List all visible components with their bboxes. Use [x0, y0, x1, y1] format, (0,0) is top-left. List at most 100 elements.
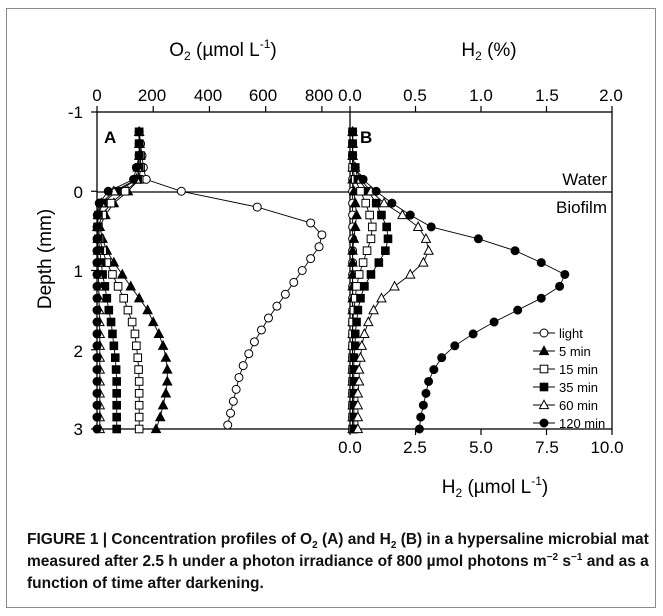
h2-umol-tick-label: 5.0 [469, 438, 493, 457]
data-point-35min [366, 270, 376, 279]
data-point-60min [359, 328, 370, 338]
data-point-120min [473, 234, 483, 244]
data-point-120min [134, 139, 144, 149]
legend-marker [539, 418, 549, 428]
data-point-15min [133, 353, 143, 362]
data-point-15min [354, 270, 364, 279]
h2-percent-axis-title: H2 (%) [461, 40, 516, 63]
data-point-light [306, 218, 316, 228]
h2-umol-tick-label: 2.5 [403, 438, 427, 457]
data-point-5min [347, 256, 358, 267]
data-point-15min [123, 305, 133, 315]
h2-umol-tick-label: 0.0 [338, 438, 362, 457]
series-b-35min [348, 127, 393, 434]
data-point-35min [360, 282, 369, 291]
data-point-5min [161, 363, 173, 374]
data-point-120min [92, 210, 102, 220]
data-point-15min [365, 210, 374, 220]
data-point-15min [134, 424, 144, 434]
data-point-120min [348, 127, 358, 137]
data-point-15min [120, 186, 130, 196]
data-point-15min [130, 329, 140, 339]
data-point-60min [423, 244, 434, 255]
data-point-15min [132, 341, 141, 351]
data-point-light [234, 372, 244, 382]
legend-item-120min: 120 min [533, 416, 605, 431]
o2-axis-title: O2 (µmol L-1) [169, 37, 276, 63]
data-point-5min [161, 375, 173, 386]
series-layer [91, 125, 570, 434]
data-point-60min [412, 221, 424, 232]
data-point-120min [513, 305, 523, 315]
legend-marker [539, 328, 549, 338]
data-point-120min [92, 246, 102, 256]
o2-tick-label: 0 [92, 86, 101, 105]
data-point-15min [134, 412, 144, 422]
data-point-15min [361, 198, 371, 208]
data-point-5min [160, 351, 172, 362]
data-point-5min [154, 411, 166, 422]
data-point-light [280, 289, 290, 299]
caption-subscript: 2 [390, 540, 397, 552]
data-point-35min [112, 400, 121, 410]
panel-label-b: B [360, 128, 372, 147]
data-point-60min [418, 256, 429, 267]
h2-percent-tick-label: 0.5 [403, 86, 427, 105]
data-point-light [297, 266, 307, 275]
legend-marker [538, 399, 550, 410]
data-point-120min [92, 293, 102, 303]
data-point-120min [103, 186, 113, 196]
data-point-5min [157, 399, 169, 410]
data-point-120min [468, 329, 478, 339]
data-point-60min [363, 316, 374, 327]
data-point-35min [350, 329, 360, 339]
data-point-light [228, 396, 238, 406]
data-point-light [238, 361, 248, 371]
annotation-water: Water [562, 170, 607, 189]
data-point-light [256, 325, 266, 335]
legend-marker [539, 382, 549, 392]
legend-label: 35 min [559, 380, 598, 395]
data-point-120min [416, 412, 426, 422]
data-point-15min [352, 282, 361, 291]
data-point-35min [110, 353, 120, 362]
h2-percent-tick-label: 2.0 [599, 86, 623, 105]
data-point-35min [383, 234, 393, 244]
data-point-120min [92, 365, 102, 375]
data-point-120min [348, 139, 358, 149]
h2-umol-axis-title: H2 (µmol L-1) [442, 474, 548, 500]
data-point-35min [102, 293, 112, 303]
data-point-120min [371, 186, 381, 196]
depth-tick-label: 0 [74, 183, 83, 202]
h2-percent-tick-label: 1.0 [469, 86, 493, 105]
data-point-5min [349, 197, 361, 208]
data-point-35min [377, 210, 386, 220]
data-point-15min [366, 234, 376, 244]
data-point-light [306, 254, 316, 264]
data-point-35min [111, 365, 121, 374]
data-point-120min [510, 246, 520, 256]
data-point-35min [353, 305, 363, 315]
series-a-60min [91, 125, 145, 434]
data-point-15min [134, 365, 143, 374]
data-point-35min [382, 222, 391, 232]
data-point-60min [356, 339, 368, 350]
data-point-60min [397, 209, 408, 220]
o2-tick-label: 800 [305, 86, 333, 105]
legend-label: 15 min [559, 362, 598, 377]
data-point-120min [536, 293, 546, 303]
data-point-light [272, 301, 282, 311]
data-point-120min [426, 222, 436, 232]
data-point-60min [389, 280, 400, 291]
legend-label: 5 min [559, 344, 591, 359]
data-point-light [289, 277, 299, 287]
data-point-15min [367, 222, 377, 232]
data-point-60min [420, 232, 432, 243]
data-point-120min [92, 317, 102, 327]
legend-item-light: light [533, 326, 583, 341]
series-b-120min [348, 127, 570, 434]
data-point-5min [108, 256, 120, 267]
data-point-35min [352, 317, 361, 327]
data-point-120min [348, 151, 358, 161]
data-point-15min [113, 282, 123, 291]
